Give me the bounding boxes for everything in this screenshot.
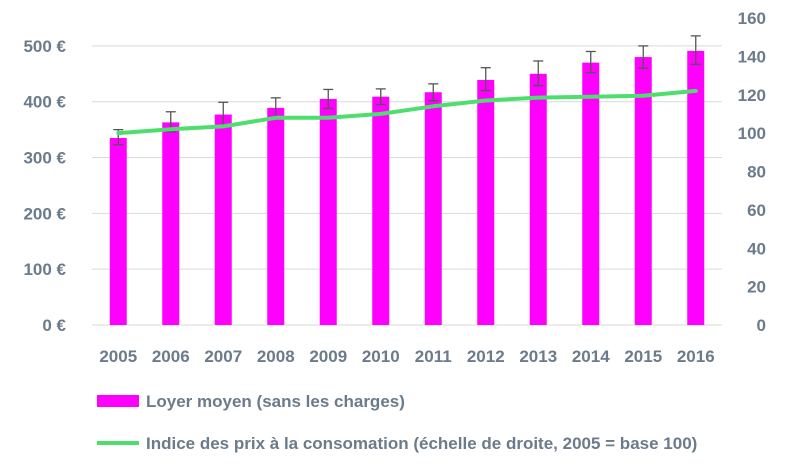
line-series-indice [116, 88, 698, 136]
x-tick-label-2008: 2008 [257, 347, 295, 366]
x-tick-label-2011: 2011 [415, 347, 452, 366]
right-tick-label-4: 80 [747, 163, 766, 182]
left-tick-label-0: 0 € [42, 316, 66, 335]
gridlines [92, 45, 722, 326]
bar-2008 [267, 107, 285, 325]
x-tick-label-2015: 2015 [624, 347, 662, 366]
x-tick-label-2012: 2012 [467, 347, 505, 366]
bar-2011 [424, 92, 442, 325]
left-tick-label-3: 300 € [23, 149, 66, 168]
legend-label-indice: Indice des prix à la consomation (échell… [146, 434, 697, 453]
right-axis-ticks: 0 20 40 60 80 100 120 140 160 [738, 9, 766, 335]
bar-2010 [372, 96, 390, 325]
right-tick-label-8: 160 [738, 9, 766, 28]
line-indice-path [116, 88, 698, 136]
x-tick-label-2009: 2009 [309, 347, 347, 366]
x-tick-label-2005: 2005 [99, 347, 137, 366]
x-tick-label-2007: 2007 [204, 347, 242, 366]
bar-2015 [634, 57, 652, 326]
left-tick-label-2: 200 € [23, 204, 66, 223]
bar-2005 [109, 138, 127, 325]
bar-2016 [687, 50, 705, 325]
x-tick-label-2010: 2010 [362, 347, 400, 366]
left-tick-label-4: 400 € [23, 93, 66, 112]
right-tick-label-7: 140 [738, 47, 766, 66]
left-axis-ticks: 0 € 100 € 200 € 300 € 400 € 500 € [23, 37, 66, 335]
x-tick-label-2016: 2016 [677, 347, 715, 366]
right-tick-label-6: 120 [738, 86, 766, 105]
left-tick-label-5: 500 € [23, 37, 66, 56]
bar-2014 [582, 62, 600, 326]
legend: Loyer moyen (sans les charges) Indice de… [97, 392, 697, 453]
right-tick-label-2: 40 [747, 239, 766, 258]
x-tick-label-2006: 2006 [152, 347, 190, 366]
right-tick-label-0: 0 [757, 316, 766, 335]
bar-series-loyer [109, 50, 705, 326]
bar-2009 [319, 98, 337, 325]
right-tick-label-3: 60 [747, 201, 766, 220]
bar-2006 [162, 122, 180, 325]
bar-2007 [214, 114, 232, 325]
right-tick-label-5: 100 [738, 124, 766, 143]
bar-2013 [529, 73, 547, 326]
x-axis-ticks: 2005 2006 2007 2008 2009 2010 2011 2012 2013 2014… [99, 347, 714, 366]
bar-2012 [477, 79, 495, 325]
left-tick-label-1: 100 € [23, 260, 66, 279]
legend-swatch-loyer [97, 395, 139, 407]
error-bars [113, 35, 701, 146]
legend-label-loyer: Loyer moyen (sans les charges) [146, 392, 405, 411]
right-tick-label-1: 20 [747, 278, 766, 297]
x-tick-label-2013: 2013 [519, 347, 557, 366]
x-tick-label-2014: 2014 [572, 347, 610, 366]
